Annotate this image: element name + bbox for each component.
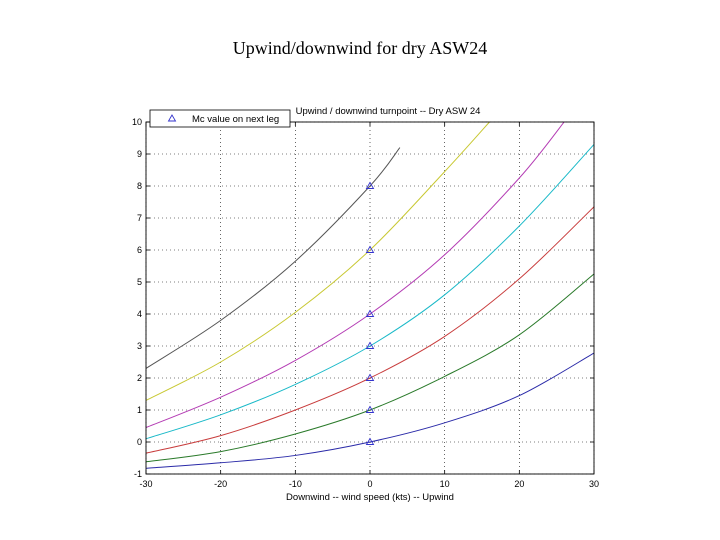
- x-tick-label: -30: [139, 479, 152, 489]
- y-tick-label: 10: [132, 117, 142, 127]
- series-line-7: [146, 147, 401, 369]
- series-line-2: [146, 273, 594, 463]
- marker-triangle: [365, 245, 375, 253]
- x-tick-label: 30: [589, 479, 599, 489]
- y-tick-label: 1: [137, 405, 142, 415]
- slide-title: Upwind/downwind for dry ASW24: [232, 38, 488, 58]
- series-line-5: [146, 122, 565, 429]
- y-tick-label: -1: [134, 469, 142, 479]
- marker-triangle: [365, 437, 375, 445]
- marker-triangle: [365, 405, 375, 413]
- legend-box: [149, 109, 291, 128]
- y-tick-label: 0: [137, 437, 142, 447]
- legend-label: Mc value on next leg: [192, 114, 279, 125]
- x-axis-label: Downwind -- wind speed (kts) -- Upwind: [286, 492, 454, 503]
- series-line-3: [146, 206, 594, 454]
- x-tick-label: 20: [514, 479, 524, 489]
- y-tick-label: 3: [137, 341, 142, 351]
- series-line-1: [146, 352, 594, 469]
- marker-triangle: [365, 373, 375, 381]
- series-line-4: [146, 144, 594, 440]
- y-tick-label: 5: [137, 277, 142, 287]
- y-tick-label: 8: [137, 181, 142, 191]
- x-tick-label: 10: [440, 479, 450, 489]
- y-tick-label: 6: [137, 245, 142, 255]
- x-tick-label: -20: [214, 479, 227, 489]
- y-tick-label: 9: [137, 149, 142, 159]
- y-tick-label: 4: [137, 309, 142, 319]
- plot-title: Upwind / downwind turnpoint -- Dry ASW 2…: [296, 106, 481, 117]
- y-tick-label: 7: [137, 213, 142, 223]
- marker-triangle: [365, 181, 375, 189]
- legend-marker-icon: [167, 114, 177, 122]
- x-tick-label: 0: [367, 479, 372, 489]
- marker-triangle: [365, 309, 375, 317]
- y-tick-label: 2: [137, 373, 142, 383]
- marker-triangle: [365, 341, 375, 349]
- x-tick-label: -10: [289, 479, 302, 489]
- series-line-6: [146, 122, 490, 401]
